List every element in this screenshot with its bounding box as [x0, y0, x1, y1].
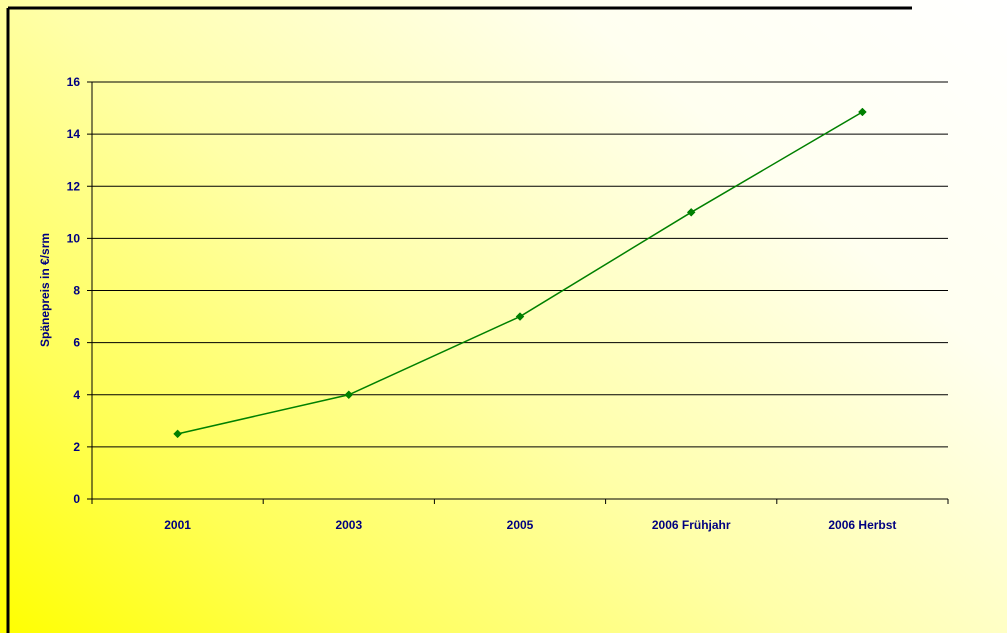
data-series [173, 107, 867, 439]
data-point-marker [515, 312, 525, 321]
series-line [177, 111, 863, 435]
data-point-marker [858, 107, 867, 117]
axes [87, 81, 949, 504]
x-tick-label: 2005 [507, 518, 534, 532]
y-tick-labels: 0 2 4 6 8 10 12 14 16 [67, 75, 81, 506]
x-tick-label: 2006 Frühjahr [652, 518, 731, 532]
x-tick-labels: 2001 2003 2005 2006 Frühjahr 2006 Herbst [164, 518, 896, 532]
y-tick-label: 4 [73, 388, 80, 402]
y-tick-label: 16 [67, 75, 81, 89]
data-point-marker [344, 390, 354, 400]
y-tick-label: 6 [73, 336, 80, 350]
y-axis-label: Spänepreis in €/srm [38, 233, 52, 347]
y-tick-label: 10 [67, 231, 81, 245]
data-point-marker [173, 429, 182, 439]
y-tick-label: 12 [67, 179, 81, 193]
y-tick-label: 14 [67, 127, 81, 141]
y-tick-label: 8 [73, 284, 80, 298]
x-tick-label: 2001 [164, 518, 191, 532]
y-tick-label: 0 [73, 492, 80, 506]
x-tick-label: 2006 Herbst [828, 518, 896, 532]
gridlines [92, 81, 948, 448]
x-tick-label: 2003 [335, 518, 362, 532]
y-tick-label: 2 [73, 440, 80, 454]
data-point-marker [686, 207, 696, 217]
